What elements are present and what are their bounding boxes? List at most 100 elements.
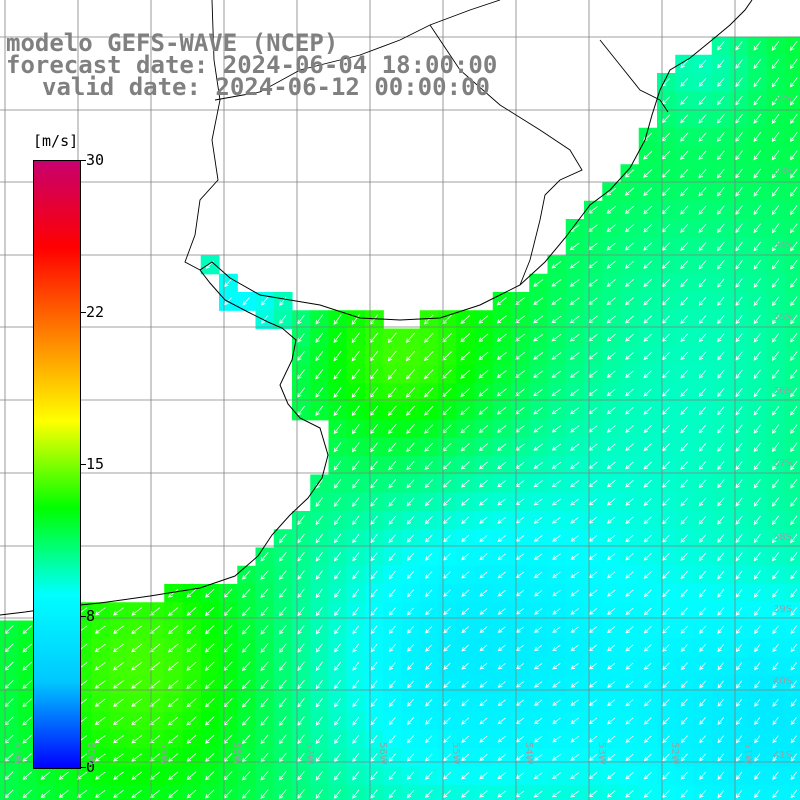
- speed-cell: [693, 109, 713, 129]
- wind-arrow: [186, 698, 197, 708]
- speed-cell: [438, 693, 457, 713]
- wind-arrow: [625, 352, 634, 360]
- wind-arrow: [278, 716, 287, 726]
- wind-arrow: [407, 644, 414, 652]
- speed-cell: [146, 675, 165, 695]
- speed-cell: [766, 511, 786, 530]
- wind-arrow: [698, 77, 707, 87]
- wind-arrow: [790, 570, 798, 580]
- wind-arrow: [388, 698, 396, 707]
- wind-arrow: [606, 534, 616, 543]
- wind-arrow: [478, 443, 489, 452]
- speed-cell: [766, 602, 786, 622]
- wind-arrow: [624, 315, 634, 324]
- speed-cell: [456, 474, 476, 494]
- speed-cell: [638, 511, 658, 530]
- wind-arrow: [551, 480, 561, 488]
- wind-arrow: [789, 59, 798, 70]
- wind-arrow: [698, 223, 707, 233]
- speed-cell: [547, 365, 567, 384]
- wind-arrow: [443, 735, 451, 743]
- wind-arrow: [22, 643, 33, 653]
- wind-arrow: [753, 552, 761, 562]
- speed-cell: [565, 237, 585, 257]
- wind-arrow: [680, 698, 688, 707]
- speed-cell: [0, 784, 19, 800]
- speed-cell: [292, 310, 311, 330]
- wind-arrow: [772, 753, 779, 762]
- wind-arrow: [204, 716, 215, 726]
- wind-arrow: [717, 643, 725, 653]
- wind-arrow: [479, 516, 488, 524]
- wind-arrow: [625, 772, 634, 780]
- wind-arrow: [771, 260, 780, 270]
- speed-cell: [675, 711, 695, 731]
- speed-cell: [273, 547, 293, 567]
- wind-arrow: [297, 643, 305, 653]
- wind-arrow: [772, 351, 780, 361]
- speed-cell: [620, 401, 640, 421]
- speed-cell: [255, 748, 275, 768]
- wind-arrow: [552, 699, 561, 706]
- wind-arrow: [569, 388, 580, 397]
- speed-cell: [711, 54, 731, 74]
- wind-arrow: [497, 571, 506, 579]
- wind-arrow: [533, 352, 544, 360]
- speed-cell: [638, 273, 658, 293]
- speed-cell: [127, 711, 147, 731]
- speed-cell: [748, 565, 768, 585]
- wind-arrow: [680, 424, 689, 434]
- lat-label: 37S: [773, 458, 793, 469]
- wind-arrow: [625, 443, 634, 452]
- speed-cell: [346, 657, 366, 676]
- wind-arrow: [479, 571, 488, 579]
- speed-cell: [784, 675, 800, 695]
- wind-arrow: [388, 552, 396, 562]
- wind-arrow: [735, 771, 743, 780]
- wind-arrow: [388, 534, 396, 543]
- speed-cell: [109, 784, 129, 800]
- speed-cell: [584, 638, 603, 658]
- wind-arrow: [351, 387, 360, 398]
- speed-cell: [657, 456, 676, 476]
- lat-label: 32S: [773, 94, 793, 105]
- speed-cell: [547, 310, 567, 330]
- wind-arrow: [661, 333, 670, 342]
- speed-cell: [547, 292, 567, 311]
- wind-arrow: [606, 498, 616, 506]
- speed-cell: [784, 54, 800, 74]
- speed-cell: [164, 620, 184, 640]
- wind-arrow: [772, 479, 780, 489]
- speed-cell: [36, 766, 56, 786]
- speed-cell: [237, 565, 257, 585]
- speed-cell: [784, 146, 800, 165]
- wind-arrow: [515, 571, 525, 579]
- wind-arrow: [497, 790, 507, 798]
- speed-cell: [529, 365, 549, 384]
- speed-cell: [584, 620, 603, 640]
- wind-arrow: [790, 296, 798, 307]
- speed-cell: [638, 383, 658, 403]
- wind-arrow: [370, 460, 378, 471]
- wind-arrow: [497, 772, 506, 780]
- speed-cell: [109, 602, 129, 622]
- speed-cell: [730, 219, 749, 238]
- speed-cell: [748, 638, 768, 658]
- speed-cell: [748, 292, 768, 311]
- wind-arrow: [22, 734, 32, 744]
- speed-cell: [693, 419, 713, 439]
- wind-arrow: [790, 460, 798, 471]
- wind-arrow: [533, 516, 543, 524]
- wind-arrow: [772, 698, 779, 707]
- wind-arrow: [772, 607, 779, 616]
- speed-cell: [748, 200, 768, 220]
- speed-cell: [346, 584, 366, 603]
- speed-cell: [474, 657, 494, 676]
- wind-arrow: [699, 698, 706, 707]
- wind-arrow: [443, 571, 451, 579]
- wind-arrow: [606, 224, 616, 233]
- speed-cell: [784, 109, 800, 129]
- wind-arrow: [735, 333, 743, 343]
- speed-cell: [565, 565, 585, 585]
- wind-arrow: [624, 169, 635, 178]
